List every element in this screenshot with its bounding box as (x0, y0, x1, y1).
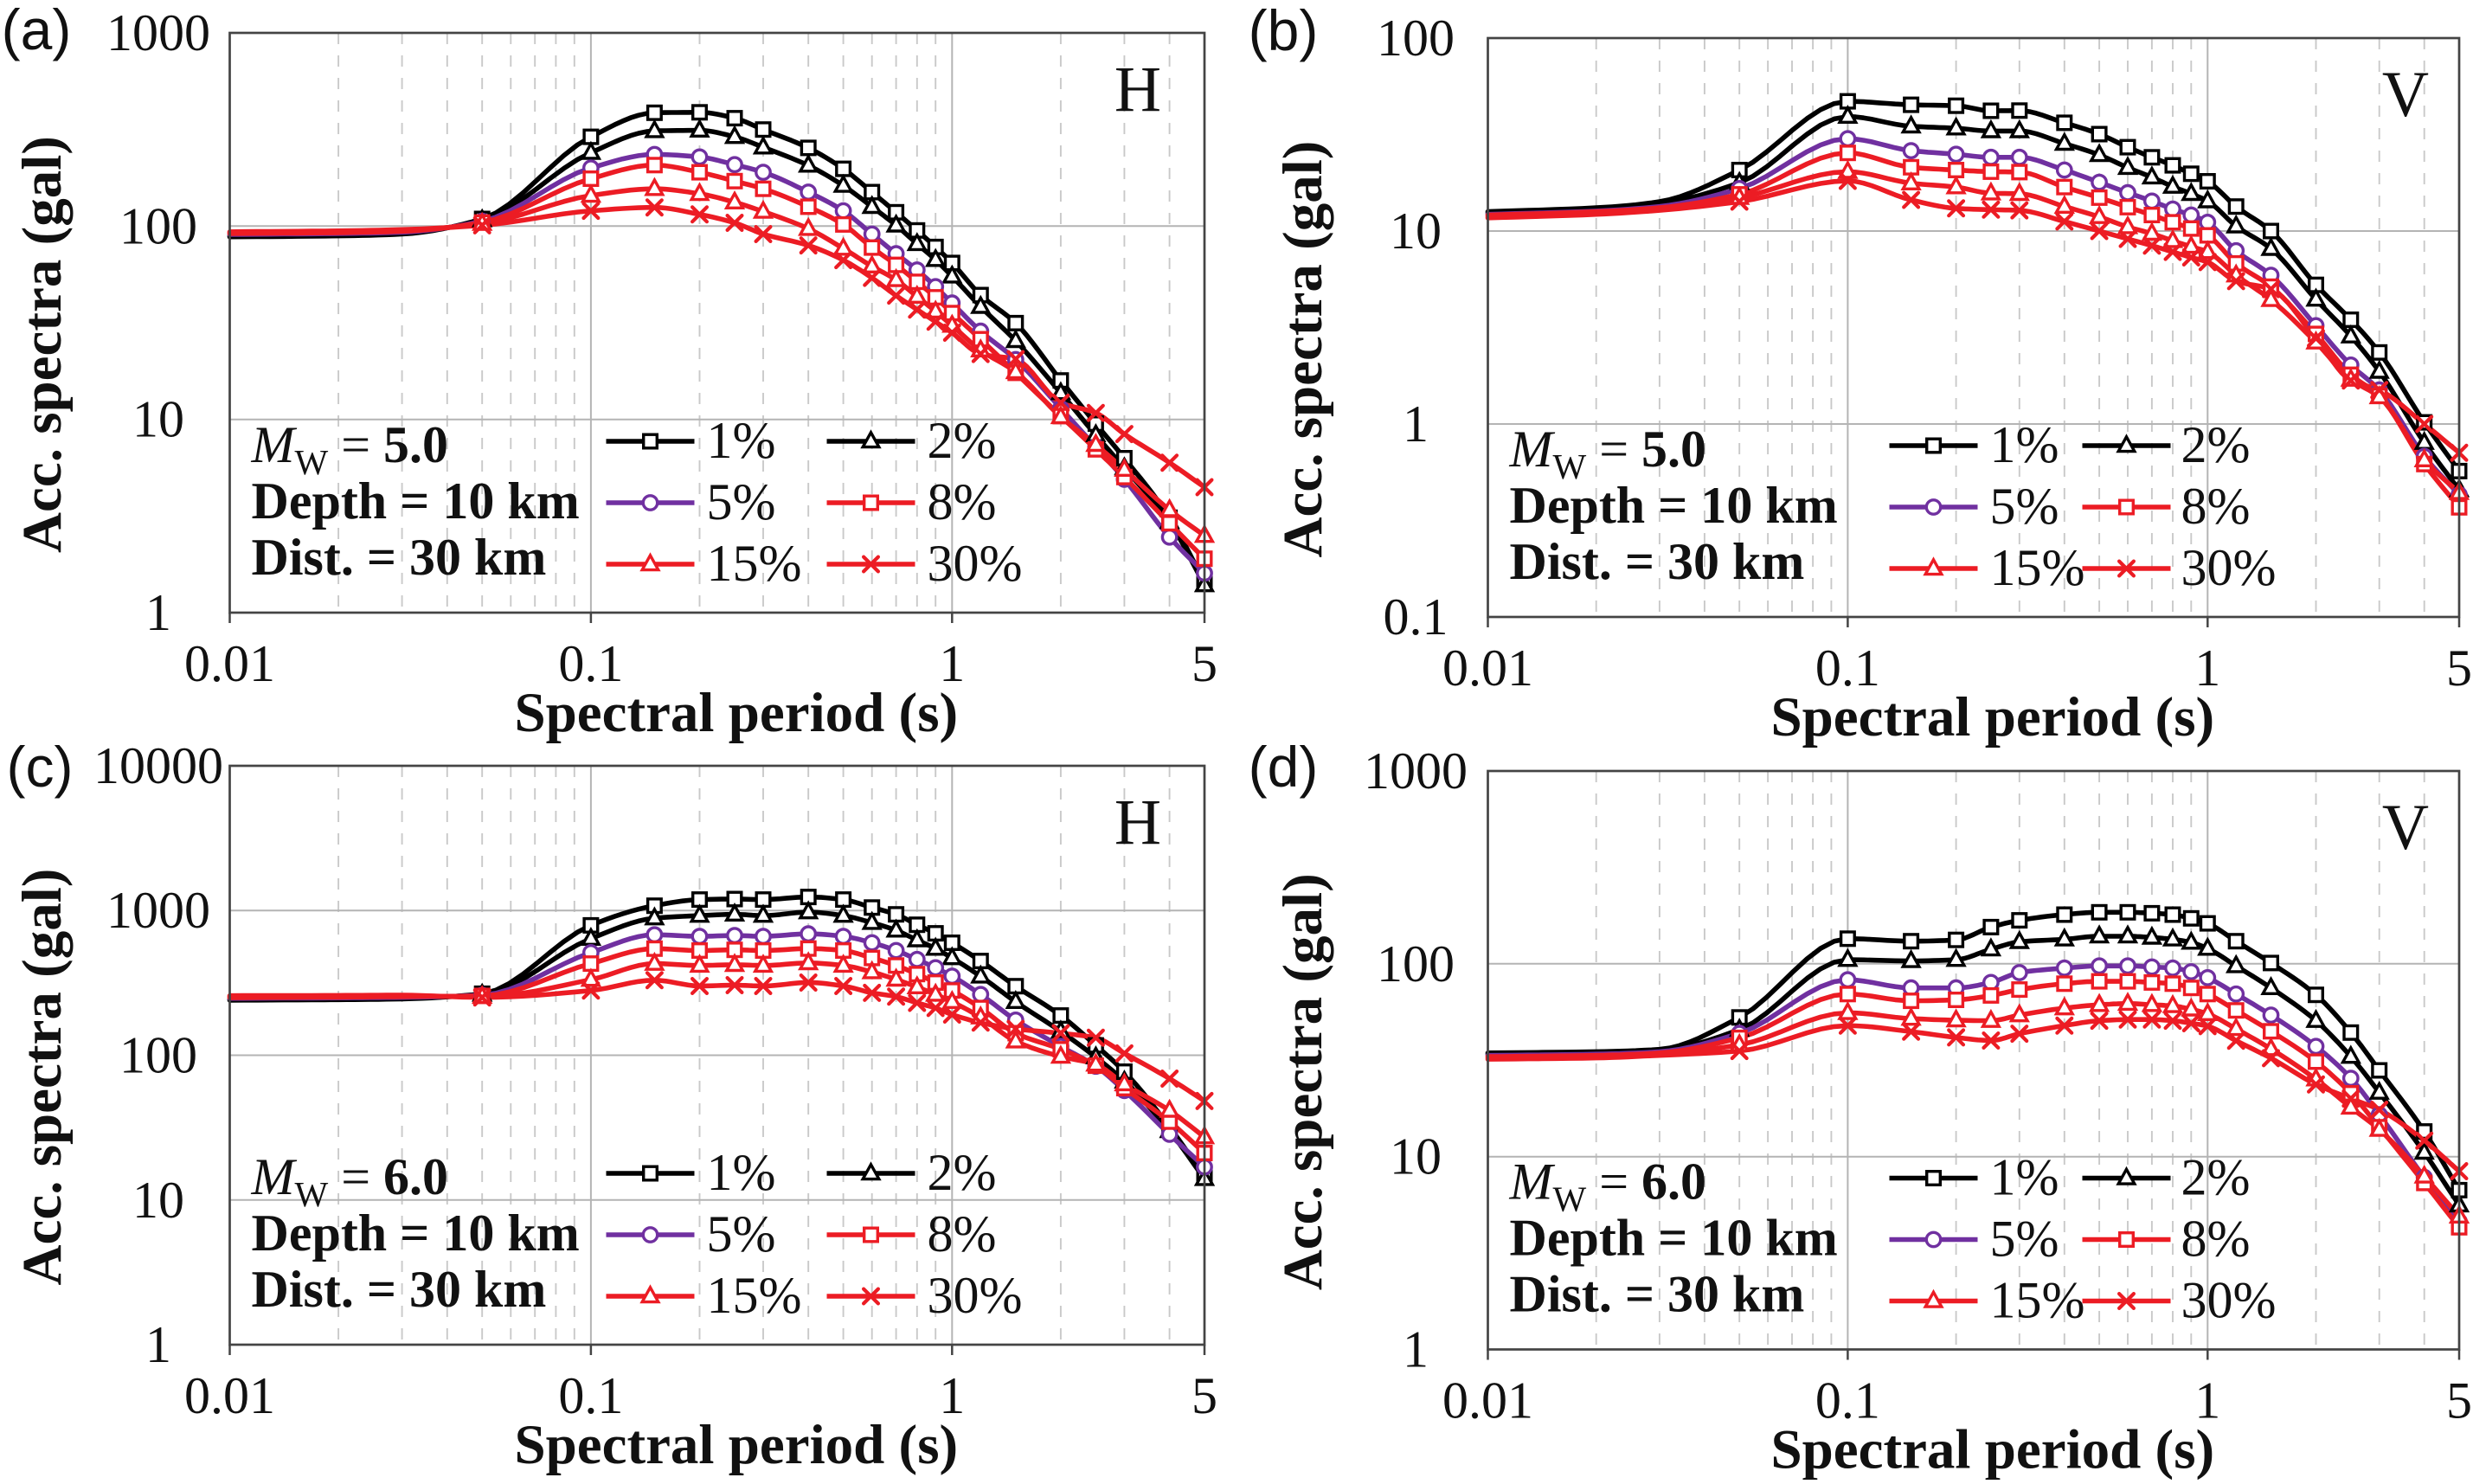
svg-text:5%: 5% (1990, 478, 2059, 535)
svg-text:Depth = 10 km: Depth = 10 km (252, 472, 580, 530)
svg-text:5%: 5% (707, 473, 776, 530)
svg-text:Dist. = 30 km: Dist. = 30 km (252, 529, 547, 586)
svg-text:30%: 30% (928, 535, 1023, 592)
svg-text:0.01: 0.01 (1442, 1372, 1533, 1429)
svg-text:15%: 15% (707, 1267, 802, 1324)
svg-text:Dist. = 30 km: Dist. = 30 km (1510, 1266, 1805, 1323)
svg-text:0.01: 0.01 (184, 1367, 275, 1424)
svg-text:10: 10 (132, 391, 184, 448)
svg-text:MW = 6.0: MW = 6.0 (251, 1148, 449, 1214)
svg-text:1%: 1% (1990, 1149, 2059, 1206)
svg-text:Dist. = 30 km: Dist. = 30 km (1510, 533, 1805, 590)
svg-text:1: 1 (145, 1316, 171, 1373)
svg-text:30%: 30% (2181, 1272, 2277, 1329)
svg-text:0.1: 0.1 (1815, 639, 1880, 697)
svg-text:0.01: 0.01 (1442, 639, 1533, 697)
svg-text:15%: 15% (1990, 539, 2085, 596)
svg-text:H: H (1114, 787, 1161, 858)
svg-text:1: 1 (2194, 1372, 2220, 1429)
svg-text:0.1: 0.1 (558, 1367, 623, 1424)
svg-text:H: H (1114, 54, 1161, 125)
svg-text:1: 1 (939, 1367, 965, 1424)
svg-text:5%: 5% (707, 1205, 776, 1262)
svg-text:5: 5 (2446, 639, 2472, 697)
svg-text:8%: 8% (928, 473, 997, 530)
svg-text:1%: 1% (1990, 416, 2059, 473)
svg-text:2%: 2% (928, 1144, 997, 1201)
svg-text:5: 5 (2446, 1372, 2472, 1429)
svg-text:MW = 6.0: MW = 6.0 (1509, 1153, 1707, 1219)
svg-text:V: V (2382, 792, 2429, 864)
svg-text:10: 10 (1390, 1128, 1442, 1185)
svg-text:V: V (2382, 59, 2429, 131)
svg-text:Spectral period (s): Spectral period (s) (1770, 686, 2214, 748)
svg-text:1: 1 (1403, 395, 1429, 453)
svg-text:5: 5 (1192, 635, 1217, 692)
svg-text:1000: 1000 (1364, 742, 1468, 800)
svg-text:0.01: 0.01 (184, 635, 275, 692)
svg-text:1: 1 (145, 584, 171, 641)
svg-text:Spectral period (s): Spectral period (s) (514, 682, 958, 744)
svg-text:(d): (d) (1249, 735, 1319, 799)
svg-text:Depth = 10 km: Depth = 10 km (252, 1205, 580, 1262)
svg-text:(b): (b) (1249, 0, 1319, 62)
svg-text:30%: 30% (2181, 539, 2277, 596)
svg-text:10: 10 (1390, 202, 1442, 260)
svg-text:(c): (c) (7, 735, 74, 799)
svg-text:100: 100 (1377, 10, 1455, 67)
svg-text:8%: 8% (928, 1205, 997, 1262)
svg-text:(a): (a) (2, 0, 72, 61)
svg-text:2%: 2% (2181, 416, 2251, 473)
svg-text:MW = 5.0: MW = 5.0 (1509, 421, 1707, 486)
svg-text:8%: 8% (2181, 478, 2251, 535)
svg-text:Dist. = 30 km: Dist. = 30 km (252, 1261, 547, 1318)
svg-text:5%: 5% (1990, 1211, 2059, 1268)
svg-text:Spectral period (s): Spectral period (s) (514, 1414, 958, 1476)
svg-text:15%: 15% (707, 535, 802, 592)
svg-text:MW = 5.0: MW = 5.0 (251, 416, 449, 482)
svg-text:0.1: 0.1 (1815, 1372, 1880, 1429)
svg-text:8%: 8% (2181, 1211, 2251, 1268)
svg-text:Acc. spectra (gal): Acc. spectra (gal) (1272, 873, 1334, 1290)
svg-text:1%: 1% (707, 412, 776, 469)
svg-text:100: 100 (119, 197, 197, 254)
svg-text:30%: 30% (928, 1267, 1023, 1324)
svg-text:Depth = 10 km: Depth = 10 km (1510, 477, 1838, 534)
svg-text:10: 10 (132, 1172, 184, 1229)
svg-text:100: 100 (119, 1027, 197, 1084)
svg-text:Depth = 10 km: Depth = 10 km (1510, 1210, 1838, 1267)
svg-text:1000: 1000 (106, 4, 210, 61)
svg-text:0.1: 0.1 (1384, 588, 1448, 646)
svg-text:1: 1 (2194, 639, 2220, 697)
svg-text:Acc. spectra (gal): Acc. spectra (gal) (1272, 141, 1334, 558)
svg-text:1%: 1% (707, 1144, 776, 1201)
svg-text:2%: 2% (928, 412, 997, 469)
svg-text:5: 5 (1192, 1367, 1217, 1424)
svg-text:1: 1 (1403, 1321, 1429, 1378)
svg-text:2%: 2% (2181, 1149, 2251, 1206)
svg-text:Acc. spectra (gal): Acc. spectra (gal) (11, 869, 74, 1286)
svg-text:1000: 1000 (106, 882, 210, 939)
svg-text:10000: 10000 (93, 737, 223, 794)
svg-text:Acc. spectra (gal): Acc. spectra (gal) (11, 136, 74, 553)
svg-text:0.1: 0.1 (558, 635, 623, 692)
svg-text:15%: 15% (1990, 1272, 2085, 1329)
svg-text:100: 100 (1377, 935, 1455, 993)
svg-text:Spectral period (s): Spectral period (s) (1770, 1419, 2214, 1481)
svg-text:1: 1 (939, 635, 965, 692)
